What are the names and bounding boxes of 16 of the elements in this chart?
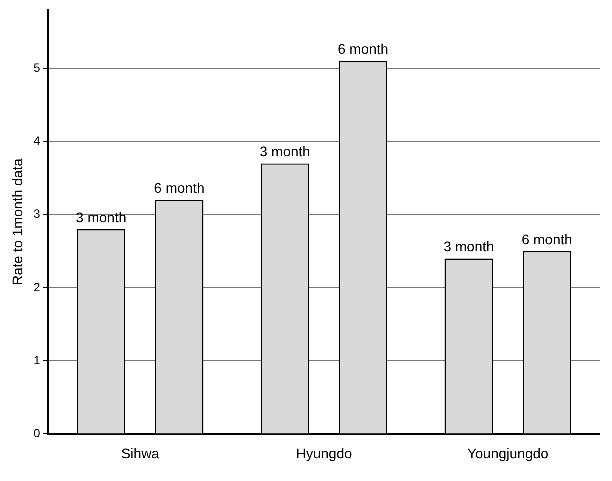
y-tick-label: 5 bbox=[34, 60, 41, 75]
y-tick-label: 3 bbox=[34, 207, 41, 222]
y-axis-title: Rate to 1month data bbox=[9, 158, 26, 286]
series-label: 6 month bbox=[522, 231, 572, 248]
x-tick-label: Youngjungdo bbox=[467, 445, 549, 462]
y-tick-label: 4 bbox=[34, 134, 41, 148]
x-tick-label: Sihwa bbox=[121, 445, 160, 462]
text: 6 month bbox=[338, 41, 389, 58]
y-tick-label: 1 bbox=[34, 353, 41, 368]
series-label: 3 month bbox=[444, 238, 494, 255]
text: 6 month bbox=[154, 180, 205, 196]
y-tick-label: 2 bbox=[34, 280, 41, 294]
text: 3 month bbox=[260, 144, 310, 160]
x-tick-label: Hyungdo bbox=[296, 445, 352, 462]
y-tick-label: 0 bbox=[34, 426, 41, 441]
text: 3 month bbox=[76, 209, 127, 226]
